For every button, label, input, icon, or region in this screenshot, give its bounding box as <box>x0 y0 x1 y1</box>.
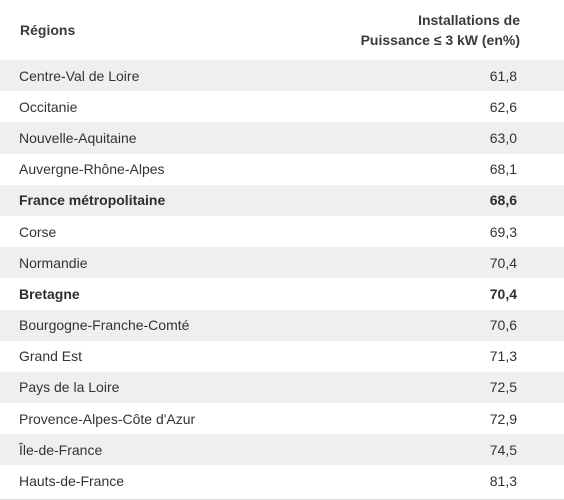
header-value-line2: Puissance ≤ 3 kW (en%) <box>360 32 520 48</box>
row-region: Bourgogne-Franche-Comté <box>19 317 190 334</box>
table-header: Régions Installations de Puissance ≤ 3 k… <box>0 0 564 60</box>
row-region: Normandie <box>19 254 88 271</box>
row-value: 63,0 <box>489 129 517 146</box>
row-value: 74,5 <box>489 441 517 458</box>
row-region: France métropolitaine <box>19 192 166 209</box>
table-row: Auvergne-Rhône-Alpes 68,1 <box>0 154 564 185</box>
row-value: 71,3 <box>489 348 517 365</box>
row-region: Nouvelle-Aquitaine <box>19 129 137 146</box>
row-region: Provence-Alpes-Côte d'Azur <box>19 410 196 427</box>
table-row: Occitanie 62,6 <box>0 91 564 122</box>
table-row: Provence-Alpes-Côte d'Azur 72,9 <box>0 403 564 434</box>
row-region: Île-de-France <box>19 441 103 458</box>
table-row: Hauts-de-France 81,3 <box>0 465 564 496</box>
row-region: Auvergne-Rhône-Alpes <box>19 161 165 178</box>
table-row: Centre-Val de Loire 61,8 <box>0 60 564 92</box>
row-region: Occitanie <box>19 98 78 115</box>
table-row: Grand Est 71,3 <box>0 341 564 372</box>
header-value: Installations de Puissance ≤ 3 kW (en%) <box>361 10 564 50</box>
row-value: 69,3 <box>489 223 517 240</box>
row-region: Hauts-de-France <box>19 473 125 490</box>
row-region: Pays de la Loire <box>19 379 120 396</box>
row-region: Centre-Val de Loire <box>19 67 140 84</box>
table-row: Normandie 70,4 <box>0 247 564 279</box>
row-value: 81,3 <box>489 473 517 490</box>
row-region: Grand Est <box>19 348 83 365</box>
table-body: Centre-Val de Loire 61,8 Occitanie 62,6 Nouv… <box>0 60 564 497</box>
table-row: France métropolitaine 68,6 <box>0 184 564 216</box>
table-row: Bourgogne-Franche-Comté 70,6 <box>0 309 564 341</box>
row-region: Bretagne <box>19 285 80 302</box>
row-value: 61,8 <box>489 67 517 84</box>
row-value: 70,4 <box>489 285 517 302</box>
row-value: 68,6 <box>489 192 517 209</box>
row-value: 62,6 <box>489 98 517 115</box>
table-row: Île-de-France 74,5 <box>0 434 564 466</box>
row-value: 70,6 <box>489 317 517 334</box>
bottom-divider <box>0 498 564 500</box>
table-row: Bretagne 70,4 <box>0 278 564 309</box>
row-value: 68,1 <box>489 161 517 178</box>
table-row: Pays de la Loire 72,5 <box>0 371 564 404</box>
row-region: Corse <box>19 223 57 240</box>
row-value: 72,9 <box>489 410 517 427</box>
header-regions: Régions <box>20 22 76 38</box>
table-row: Nouvelle-Aquitaine 63,0 <box>0 122 564 154</box>
row-value: 72,5 <box>489 379 517 396</box>
row-value: 70,4 <box>489 254 517 271</box>
table-row: Corse 69,3 <box>0 216 564 247</box>
header-value-line1: Installations de <box>418 12 520 28</box>
